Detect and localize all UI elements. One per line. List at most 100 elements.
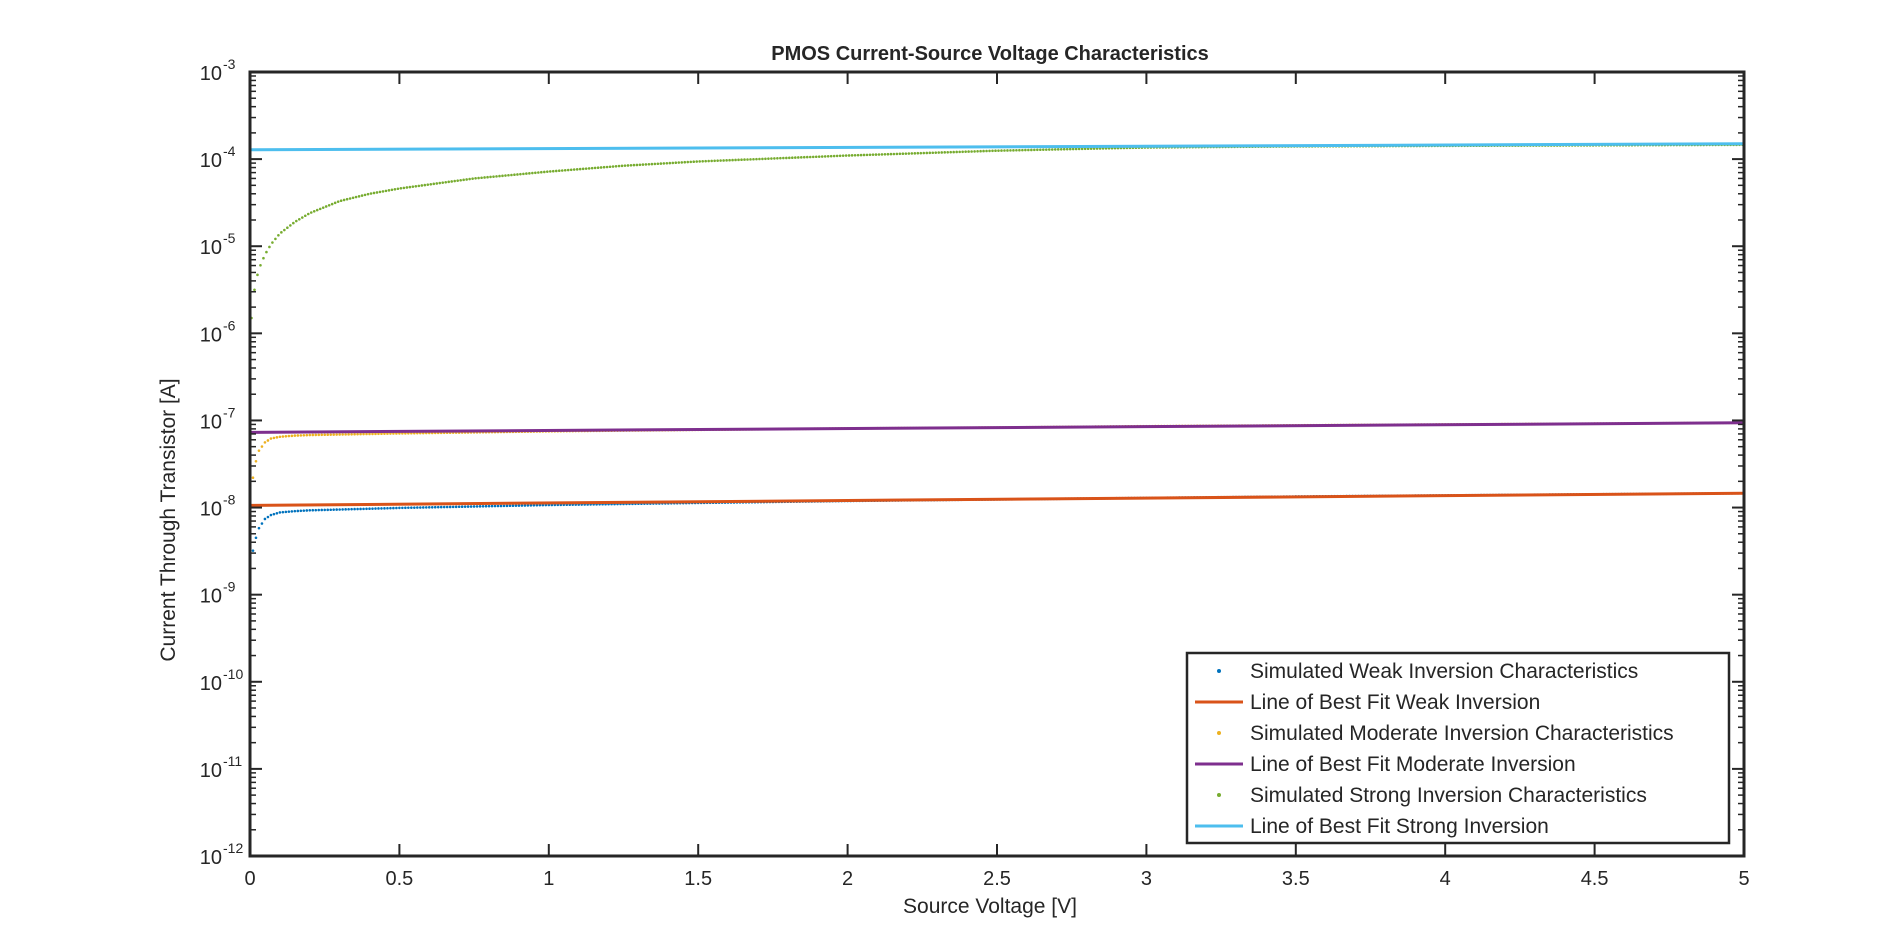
y-tick-exponent: -3	[223, 56, 236, 72]
data-point	[1033, 148, 1036, 152]
y-tick-label: 10	[200, 586, 222, 608]
x-tick-label: 4.5	[1581, 868, 1609, 890]
data-point	[496, 504, 500, 508]
data-point	[635, 163, 639, 167]
data-point	[432, 182, 436, 186]
data-point	[1071, 147, 1075, 151]
data-point	[820, 155, 824, 158]
data-point	[641, 163, 645, 166]
data-point	[441, 181, 445, 184]
y-tick-label: 10	[200, 63, 222, 85]
data-point	[263, 441, 267, 444]
data-point	[422, 506, 425, 509]
data-point	[286, 226, 289, 230]
data-point	[877, 153, 881, 156]
data-point	[797, 156, 800, 159]
data-point	[656, 162, 660, 166]
y-tick-exponent: -6	[223, 317, 236, 333]
data-point	[374, 507, 377, 510]
data-point	[371, 507, 374, 510]
series-line	[249, 491, 1745, 507]
data-point	[435, 182, 439, 185]
data-point	[278, 511, 282, 514]
data-point	[353, 507, 356, 511]
data-point	[326, 508, 329, 512]
data-point	[734, 158, 737, 162]
data-point	[289, 224, 292, 227]
data-point	[256, 273, 259, 277]
y-tick-exponent: -12	[223, 840, 243, 856]
data-point	[326, 433, 329, 437]
data-point	[362, 507, 365, 511]
data-point	[387, 189, 391, 192]
data-point	[689, 160, 693, 164]
y-tick-label: 10	[200, 324, 222, 346]
data-point	[1053, 148, 1057, 151]
data-point	[713, 159, 716, 163]
y-tick-exponent: -7	[223, 404, 236, 420]
data-point	[265, 250, 268, 254]
data-point	[305, 509, 309, 512]
data-point	[323, 433, 327, 437]
data-point	[475, 505, 479, 508]
legend-label: Line of Best Fit Weak Inversion	[1250, 691, 1540, 714]
data-point	[451, 505, 455, 509]
data-point	[1077, 147, 1081, 151]
data-point	[737, 158, 740, 162]
legend-label: Line of Best Fit Moderate Inversion	[1250, 753, 1576, 776]
data-point	[342, 198, 346, 202]
y-tick-exponent: -11	[223, 753, 242, 769]
data-point	[593, 166, 597, 170]
data-point	[477, 176, 480, 180]
data-point	[1059, 148, 1063, 151]
data-point	[1000, 149, 1003, 152]
data-point	[543, 170, 546, 174]
legend-item: Line of Best Fit Strong Inversion	[1195, 815, 1549, 838]
series-6	[249, 142, 1745, 152]
data-point	[584, 167, 588, 170]
data-point	[832, 154, 836, 158]
data-point	[608, 165, 612, 169]
data-point	[338, 433, 341, 436]
data-point	[345, 197, 349, 201]
data-point	[356, 507, 359, 511]
data-point	[829, 154, 833, 158]
series-line	[249, 421, 1745, 434]
data-point	[484, 504, 488, 508]
data-point	[516, 173, 519, 176]
data-point	[994, 149, 997, 153]
data-point	[338, 508, 341, 511]
data-point	[782, 156, 785, 160]
data-point	[505, 504, 509, 508]
data-point	[365, 432, 368, 436]
data-point	[838, 154, 842, 158]
data-point	[982, 149, 985, 153]
data-point	[776, 157, 779, 160]
data-point	[716, 159, 719, 162]
data-point	[880, 153, 884, 156]
data-point	[895, 152, 899, 156]
data-point	[254, 536, 258, 540]
data-point	[871, 153, 875, 156]
data-point	[650, 162, 654, 166]
data-point	[408, 185, 412, 189]
data-point	[251, 476, 255, 480]
data-point	[399, 186, 403, 190]
data-point	[943, 151, 947, 154]
x-tick-label: 5	[1738, 868, 1749, 890]
data-point	[1074, 147, 1078, 151]
data-point	[680, 161, 684, 164]
data-point	[961, 150, 964, 154]
data-point	[329, 433, 332, 436]
data-point	[259, 264, 262, 267]
data-point	[332, 508, 335, 511]
data-point	[566, 168, 570, 172]
data-point	[257, 449, 261, 452]
data-point	[925, 151, 929, 155]
data-point	[659, 162, 663, 165]
data-point	[817, 155, 821, 158]
data-point	[520, 504, 524, 507]
data-point	[311, 433, 315, 437]
x-tick-label: 3	[1141, 868, 1152, 890]
data-point	[284, 510, 288, 514]
